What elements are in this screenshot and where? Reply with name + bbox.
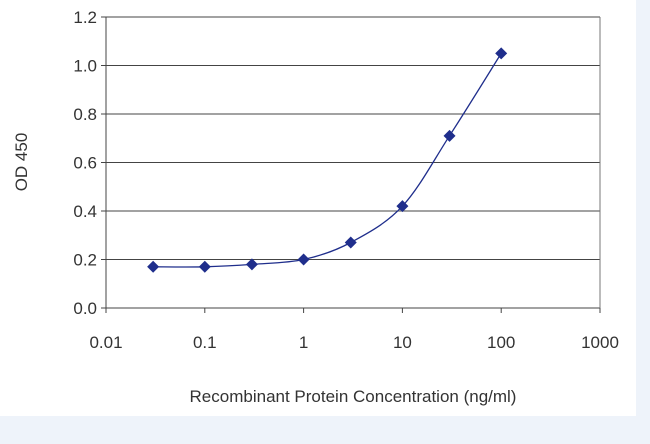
data-point xyxy=(198,260,211,273)
y-tick-label: 0.0 xyxy=(73,299,97,318)
data-point xyxy=(443,129,456,142)
data-point xyxy=(297,253,310,266)
y-tick-label: 0.4 xyxy=(73,202,97,221)
bottom-page-band xyxy=(0,416,650,444)
y-tick-label: 0.8 xyxy=(73,105,97,124)
y-tick-label: 1.2 xyxy=(73,8,97,27)
x-tick-label: 1 xyxy=(299,333,308,352)
x-tick-label: 100 xyxy=(487,333,515,352)
data-point xyxy=(344,236,357,249)
data-point xyxy=(396,200,409,213)
y-axis-title: OD 450 xyxy=(12,133,31,192)
axes xyxy=(101,16,601,313)
x-tick-label: 0.1 xyxy=(193,333,217,352)
x-tick-label: 1000 xyxy=(581,333,619,352)
y-tick-label: 0.2 xyxy=(73,251,97,270)
x-tick-label: 10 xyxy=(393,333,412,352)
x-axis-title: Recombinant Protein Concentration (ng/ml… xyxy=(190,387,517,406)
tick-labels: 0.0 0.2 0.4 0.6 0.8 1.0 1.2 0.01 0.1 1 10 100 1000 xyxy=(73,8,619,352)
grid-lines xyxy=(106,16,600,260)
y-tick-label: 0.6 xyxy=(73,154,97,173)
right-page-band xyxy=(636,0,650,444)
x-tick-label: 0.01 xyxy=(89,333,122,352)
data-point xyxy=(495,47,508,60)
data-point xyxy=(245,258,258,271)
y-tick-label: 1.0 xyxy=(73,57,97,76)
data-points xyxy=(147,47,508,273)
data-point xyxy=(147,260,160,273)
